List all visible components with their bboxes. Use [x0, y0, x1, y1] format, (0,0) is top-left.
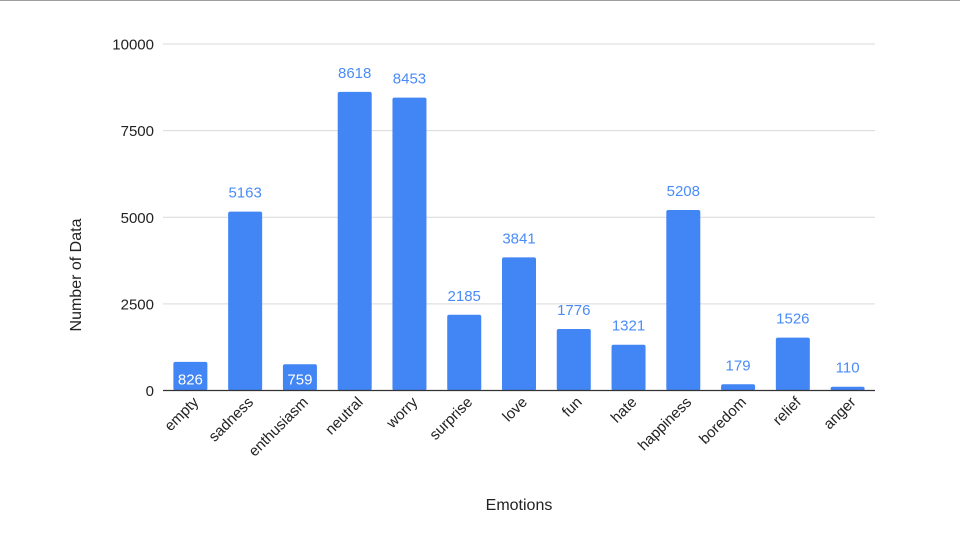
- x-tick-label: relief: [770, 393, 806, 429]
- x-tick-label: surprise: [426, 394, 476, 444]
- data-label: 1526: [776, 311, 809, 328]
- data-label: 8618: [338, 65, 371, 82]
- x-tick-label: empty: [161, 393, 202, 434]
- x-tick-label: boredom: [696, 394, 750, 448]
- bar-enthusiasm: [282, 364, 317, 391]
- x-tick-label: love: [499, 394, 530, 425]
- bar-happiness: [666, 210, 701, 391]
- x-tick-label: worry: [383, 393, 422, 432]
- data-label: 1776: [557, 302, 590, 319]
- data-label: 5208: [667, 183, 700, 200]
- data-label: 8453: [393, 71, 426, 88]
- bar-relief: [775, 337, 810, 391]
- y-axis-tick-labels: 0 2500 5000 7500 10000: [112, 37, 154, 401]
- y-tick-label: 0: [146, 383, 154, 400]
- data-label: 2185: [448, 288, 481, 305]
- bar-empty: [173, 361, 208, 391]
- y-tick-label: 5000: [121, 210, 154, 227]
- x-tick-label: anger: [820, 394, 859, 433]
- bar-surprise: [447, 314, 482, 391]
- x-tick-label: happiness: [635, 394, 695, 454]
- y-tick-label: 2500: [121, 296, 154, 313]
- bar-worry: [392, 97, 427, 391]
- x-tick-label: enthusiasm: [245, 394, 311, 460]
- data-label: 179: [726, 357, 751, 374]
- x-tick-label: fun: [559, 394, 586, 421]
- data-label: 3841: [502, 230, 535, 247]
- bar-fun: [556, 328, 591, 391]
- x-tick-label: neutral: [322, 394, 366, 438]
- data-label: 110: [836, 360, 860, 377]
- bars: [173, 91, 865, 391]
- data-label: 1321: [612, 318, 645, 335]
- bar-sadness: [228, 211, 263, 391]
- data-labels: 826 5163 759 8618 8453 2185 3841 1776 1321 5208 17…: [178, 65, 860, 389]
- bar-anger: [830, 386, 865, 391]
- x-tick-label: hate: [608, 394, 641, 427]
- bar-neutral: [337, 91, 372, 391]
- data-label: 5163: [228, 185, 261, 202]
- data-label: 826: [178, 372, 203, 389]
- data-label: 759: [287, 372, 312, 389]
- y-tick-label: 7500: [121, 123, 154, 140]
- bar-love: [502, 257, 536, 391]
- y-tick-label: 10000: [112, 37, 154, 54]
- x-axis-title: Emotions: [486, 497, 553, 514]
- y-axis-title: Number of Data: [68, 218, 85, 331]
- x-tick-label: sadness: [205, 394, 257, 446]
- bar-boredom: [721, 384, 756, 391]
- bar-hate: [611, 344, 646, 391]
